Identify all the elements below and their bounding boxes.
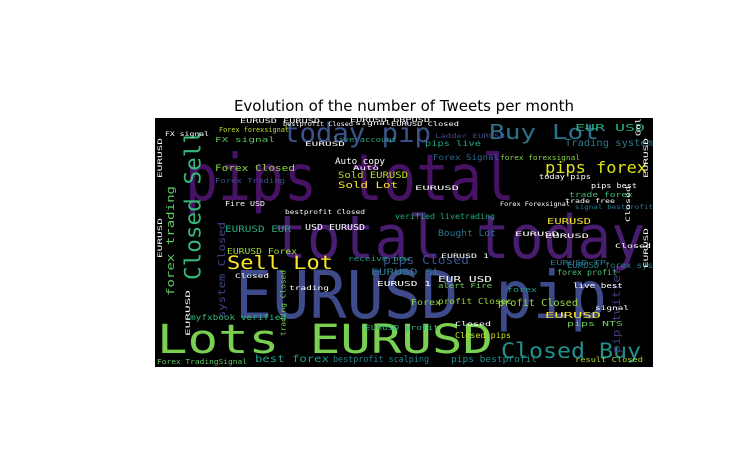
cloud-word: EURUSD profit bbox=[365, 324, 439, 332]
cloud-word: EURUSD SL bbox=[371, 268, 441, 278]
cloud-word: Closed Sell bbox=[182, 130, 207, 280]
cloud-word: profit Closec bbox=[438, 297, 512, 306]
cloud-word: EURUSD bbox=[643, 137, 650, 178]
cloud-word: EUR USD bbox=[575, 123, 645, 134]
cloud-word: EURUSD bbox=[185, 289, 192, 336]
cloud-word: forex bbox=[507, 286, 537, 294]
cloud-word: pip twitter bbox=[610, 267, 623, 353]
cloud-word: EURUSD EURUSD bbox=[240, 118, 321, 125]
cloud-word: Closed pips bbox=[455, 331, 511, 340]
cloud-word: Lots EURUSD bbox=[157, 317, 493, 363]
cloud-word: Closed Buy bbox=[501, 339, 641, 363]
cloud-word: Forex forexsignal bbox=[219, 126, 289, 134]
cloud-word: EURUSD TP bbox=[550, 259, 606, 267]
cloud-word: EURUSD 1 bbox=[441, 253, 490, 260]
cloud-word: EURUSD Closed bbox=[391, 121, 460, 128]
cloud-word: Forex Trading bbox=[215, 177, 285, 185]
cloud-word: receive now bbox=[348, 255, 411, 263]
cloud-word: bestprofit scalping bbox=[333, 355, 429, 365]
cloud-word: trading bbox=[289, 285, 330, 292]
cloud-word: EURUSD bbox=[545, 233, 590, 240]
cloud-word: alert Fire bbox=[438, 282, 492, 290]
cloud-word: EURUSD bbox=[157, 217, 164, 258]
cloud-word: EURUSD bbox=[415, 185, 460, 192]
cloud-word: signal bbox=[595, 305, 630, 312]
cloud-word: EURUSD bbox=[305, 141, 346, 148]
cloud-word: EURUSD forex system bbox=[567, 261, 653, 270]
figure-title: Evolution of the number of Tweets per mo… bbox=[233, 97, 575, 115]
cloud-word: trade forex bbox=[569, 191, 633, 199]
cloud-word: Closed bbox=[615, 243, 652, 250]
word-cloud: pips total EURUSD pip total today Lots EURU… bbox=[155, 118, 653, 367]
cloud-word: EUR USD bbox=[438, 275, 492, 284]
cloud-word: myfxbook verified bbox=[190, 313, 286, 322]
cloud-word: Fire USD bbox=[225, 200, 265, 208]
cloud-word: bestprofit Closed bbox=[283, 121, 353, 128]
cloud-word: forex trading bbox=[164, 186, 177, 296]
cloud-word: pips best bbox=[591, 182, 637, 190]
cloud-word: EURUSD Forex bbox=[227, 247, 297, 256]
cloud-word: Auto copy bbox=[335, 157, 386, 167]
cloud-word: EURUSD bbox=[547, 217, 591, 226]
cloud-word: FX signal bbox=[215, 136, 275, 144]
cloud-word: signal bestprofit bbox=[575, 204, 653, 211]
cloud-word: pips Closed bbox=[383, 253, 469, 267]
cloud-word: Bought Lot bbox=[438, 229, 496, 239]
cloud-word: Auto bbox=[353, 165, 380, 172]
cloud-word: EURUSD EUR bbox=[225, 225, 292, 235]
cloud-word: Sold EURUSD bbox=[338, 171, 408, 181]
cloud-word: Trading system bbox=[565, 138, 653, 149]
cloud-word: pips live bbox=[425, 139, 481, 148]
cloud-word: pips forex bbox=[545, 158, 647, 177]
cloud-word: live account bbox=[333, 136, 397, 144]
cloud-word: profit Closed bbox=[498, 298, 578, 309]
cloud-word: signal bbox=[355, 120, 392, 127]
cloud-word: trade free bbox=[565, 198, 616, 205]
cloud-word: system Closed bbox=[217, 222, 228, 318]
cloud-word: trading Closed bbox=[280, 270, 288, 336]
cloud-word: EURUSD pip bbox=[235, 257, 607, 334]
cloud-word: Forex Closed bbox=[215, 164, 295, 174]
cloud-word: EURUSD 1 bbox=[377, 280, 431, 288]
cloud-word: pips total bbox=[185, 142, 515, 216]
cloud-word: EURUSD bbox=[643, 227, 650, 268]
cloud-word: Sell Lot bbox=[227, 252, 333, 274]
cloud-word: Buy Lot bbox=[489, 120, 599, 144]
cloud-word: today pip bbox=[283, 118, 431, 149]
cloud-word: pips NTS bbox=[567, 320, 623, 328]
cloud-word: live best bbox=[573, 282, 623, 290]
cloud-word: Forex TradingSignal bbox=[157, 358, 247, 366]
cloud-word: forex forexsignal bbox=[500, 154, 580, 162]
cloud-word: Ladder EURUSD bbox=[435, 133, 506, 140]
cloud-word: EURUSD bbox=[157, 137, 164, 178]
cloud-word: bestprofit Closed bbox=[285, 209, 365, 216]
cloud-word: Sold Lot bbox=[338, 181, 398, 191]
cloud-word: best forex bbox=[255, 354, 329, 365]
cloud-word: EURUSD GBPUSD bbox=[350, 118, 431, 124]
cloud-word: verified livetrading bbox=[395, 212, 495, 221]
cloud-word: Forex Signal bbox=[433, 153, 499, 162]
cloud-word: forex profit bbox=[557, 268, 617, 277]
cloud-word: total today bbox=[273, 203, 645, 273]
cloud-word: Forex Forexsignal bbox=[500, 201, 570, 208]
cloud-word: Closed bbox=[235, 273, 270, 280]
cloud-word: FX signal bbox=[165, 131, 210, 138]
cloud-word: today pips bbox=[539, 173, 591, 181]
cloud-word: pips bestprofit bbox=[451, 355, 537, 365]
cloud-word: result Closed bbox=[575, 356, 643, 364]
cloud-word: Forex bbox=[411, 298, 441, 307]
cloud-word: EURUSD bbox=[515, 231, 560, 238]
cloud-word: EURUSD bbox=[545, 311, 601, 320]
cloud-word: Closed bbox=[455, 321, 492, 328]
cloud-word: USD EURUSD bbox=[305, 223, 365, 232]
cloud-word: Closed bbox=[625, 185, 632, 222]
cloud-word: Gold bbox=[635, 118, 643, 136]
